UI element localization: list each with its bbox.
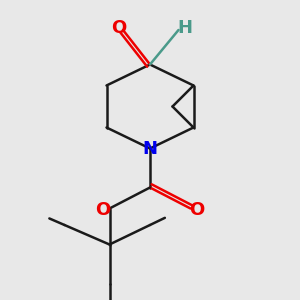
Text: O: O bbox=[111, 19, 126, 37]
Text: O: O bbox=[95, 201, 110, 219]
Text: O: O bbox=[190, 201, 205, 219]
Text: H: H bbox=[178, 19, 193, 37]
Text: N: N bbox=[142, 140, 158, 158]
